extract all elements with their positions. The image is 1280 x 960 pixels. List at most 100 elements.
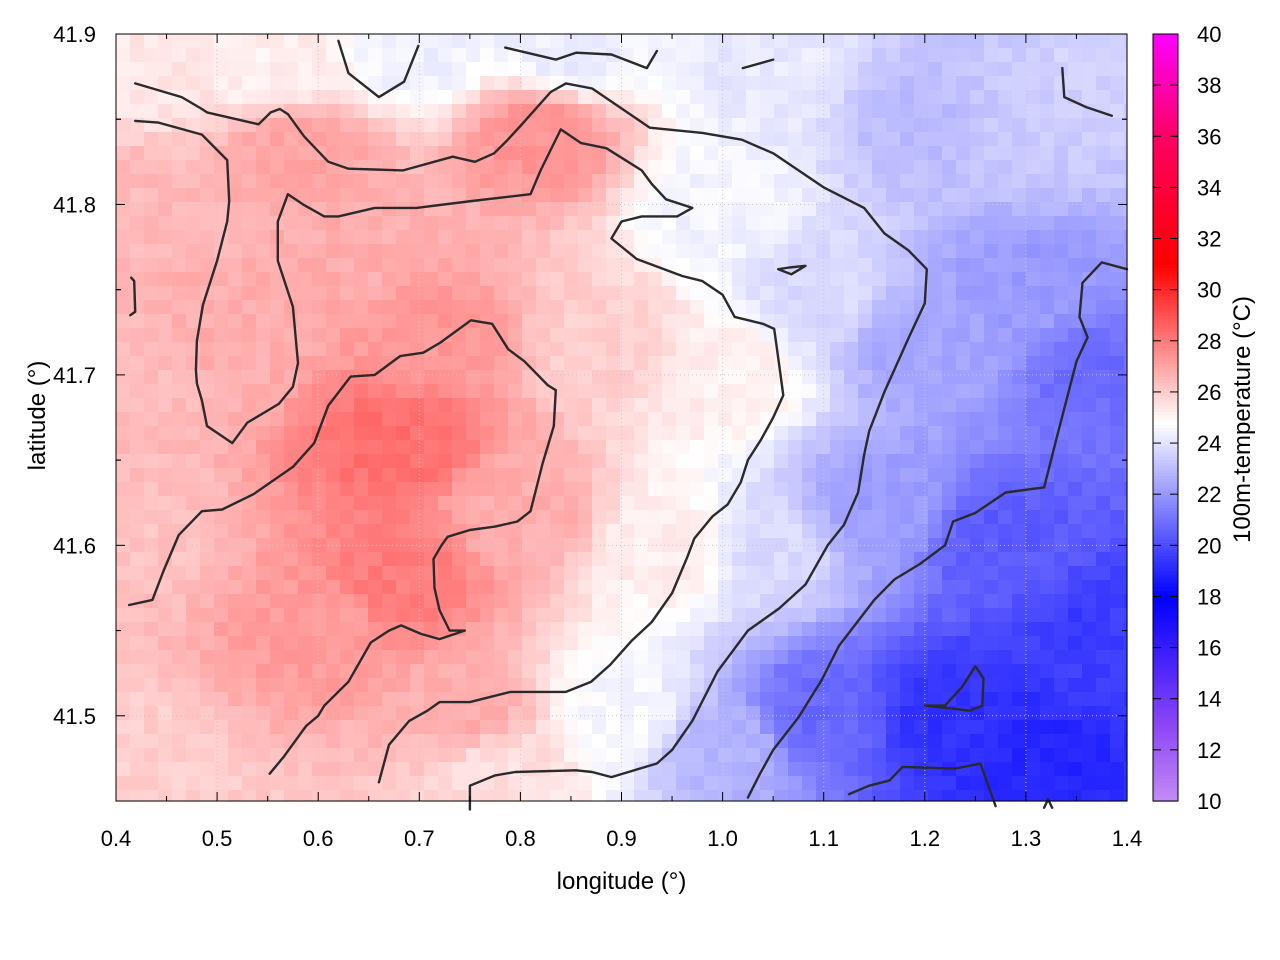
field-cell bbox=[914, 706, 929, 721]
field-cell bbox=[718, 790, 733, 802]
field-cell bbox=[452, 594, 467, 609]
field-cell bbox=[424, 174, 439, 189]
field-cell bbox=[494, 76, 509, 91]
field-cell bbox=[928, 608, 943, 623]
field-cell bbox=[564, 174, 579, 189]
field-cell bbox=[186, 454, 201, 469]
field-cell bbox=[116, 328, 131, 343]
field-cell bbox=[1012, 76, 1027, 91]
field-cell bbox=[1026, 734, 1041, 749]
field-cell bbox=[830, 608, 845, 623]
field-cell bbox=[382, 34, 397, 49]
field-cell bbox=[200, 160, 215, 175]
field-cell bbox=[578, 286, 593, 301]
field-cell bbox=[676, 650, 691, 665]
field-cell bbox=[298, 398, 313, 413]
field-cell bbox=[606, 328, 621, 343]
field-cell bbox=[1040, 258, 1055, 273]
field-cell bbox=[382, 510, 397, 525]
field-cell bbox=[256, 314, 271, 329]
field-cell bbox=[270, 566, 285, 581]
field-cell bbox=[872, 160, 887, 175]
field-cell bbox=[914, 636, 929, 651]
field-cell bbox=[984, 342, 999, 357]
field-cell bbox=[732, 216, 747, 231]
field-cell bbox=[564, 90, 579, 105]
field-cell bbox=[116, 636, 131, 651]
colorbar-swatch bbox=[1153, 478, 1178, 483]
field-cell bbox=[564, 272, 579, 287]
field-cell bbox=[816, 692, 831, 707]
field-cell bbox=[326, 734, 341, 749]
field-cell bbox=[1082, 650, 1097, 665]
field-cell bbox=[284, 594, 299, 609]
field-cell bbox=[116, 762, 131, 777]
field-cell bbox=[928, 552, 943, 567]
field-cell bbox=[550, 734, 565, 749]
field-cell bbox=[718, 482, 733, 497]
field-cell bbox=[228, 748, 243, 763]
field-cell bbox=[732, 90, 747, 105]
field-cell bbox=[256, 258, 271, 273]
colorbar-swatch bbox=[1153, 238, 1178, 243]
contour-line bbox=[1061, 66, 1113, 117]
field-cell bbox=[998, 678, 1013, 693]
field-cell bbox=[718, 342, 733, 357]
colorbar-swatch bbox=[1153, 388, 1178, 393]
colorbar-swatch bbox=[1153, 570, 1178, 575]
field-cell bbox=[1082, 426, 1097, 441]
field-cell bbox=[1096, 62, 1111, 77]
field-cell bbox=[886, 412, 901, 427]
field-cell bbox=[704, 356, 719, 371]
field-cell bbox=[158, 790, 173, 802]
field-cell bbox=[956, 720, 971, 735]
field-cell bbox=[508, 440, 523, 455]
field-cell bbox=[802, 48, 817, 63]
field-cell bbox=[1026, 272, 1041, 287]
field-cell bbox=[396, 174, 411, 189]
field-cell bbox=[606, 790, 621, 802]
field-cell bbox=[326, 510, 341, 525]
field-cell bbox=[816, 580, 831, 595]
field-cell bbox=[186, 566, 201, 581]
field-cell bbox=[844, 132, 859, 147]
field-cell bbox=[732, 342, 747, 357]
field-cell bbox=[158, 160, 173, 175]
field-cell bbox=[970, 244, 985, 259]
field-cell bbox=[452, 286, 467, 301]
field-cell bbox=[956, 76, 971, 91]
field-cell bbox=[858, 790, 873, 802]
field-cell bbox=[116, 678, 131, 693]
field-cell bbox=[214, 328, 229, 343]
field-cell bbox=[354, 790, 369, 802]
field-cell bbox=[410, 524, 425, 539]
field-cell bbox=[998, 440, 1013, 455]
field-cell bbox=[872, 286, 887, 301]
field-cell bbox=[200, 230, 215, 245]
field-cell bbox=[1110, 454, 1125, 469]
field-cell bbox=[592, 314, 607, 329]
field-cell bbox=[326, 328, 341, 343]
field-cell bbox=[592, 720, 607, 735]
field-cell bbox=[410, 370, 425, 385]
field-cell bbox=[1012, 496, 1027, 511]
field-cell bbox=[872, 636, 887, 651]
field-cell bbox=[424, 188, 439, 203]
field-cell bbox=[662, 230, 677, 245]
field-cell bbox=[172, 594, 187, 609]
field-cell bbox=[606, 258, 621, 273]
field-cell bbox=[662, 692, 677, 707]
field-cell bbox=[536, 636, 551, 651]
field-cell bbox=[858, 146, 873, 161]
field-cell bbox=[578, 594, 593, 609]
field-cell bbox=[452, 300, 467, 315]
field-cell bbox=[774, 286, 789, 301]
field-cell bbox=[256, 146, 271, 161]
field-cell bbox=[1110, 566, 1125, 581]
field-cell bbox=[718, 622, 733, 637]
field-cell bbox=[1054, 314, 1069, 329]
field-cell bbox=[900, 160, 915, 175]
field-cell bbox=[312, 776, 327, 791]
field-cell bbox=[466, 734, 481, 749]
field-cell bbox=[368, 202, 383, 217]
